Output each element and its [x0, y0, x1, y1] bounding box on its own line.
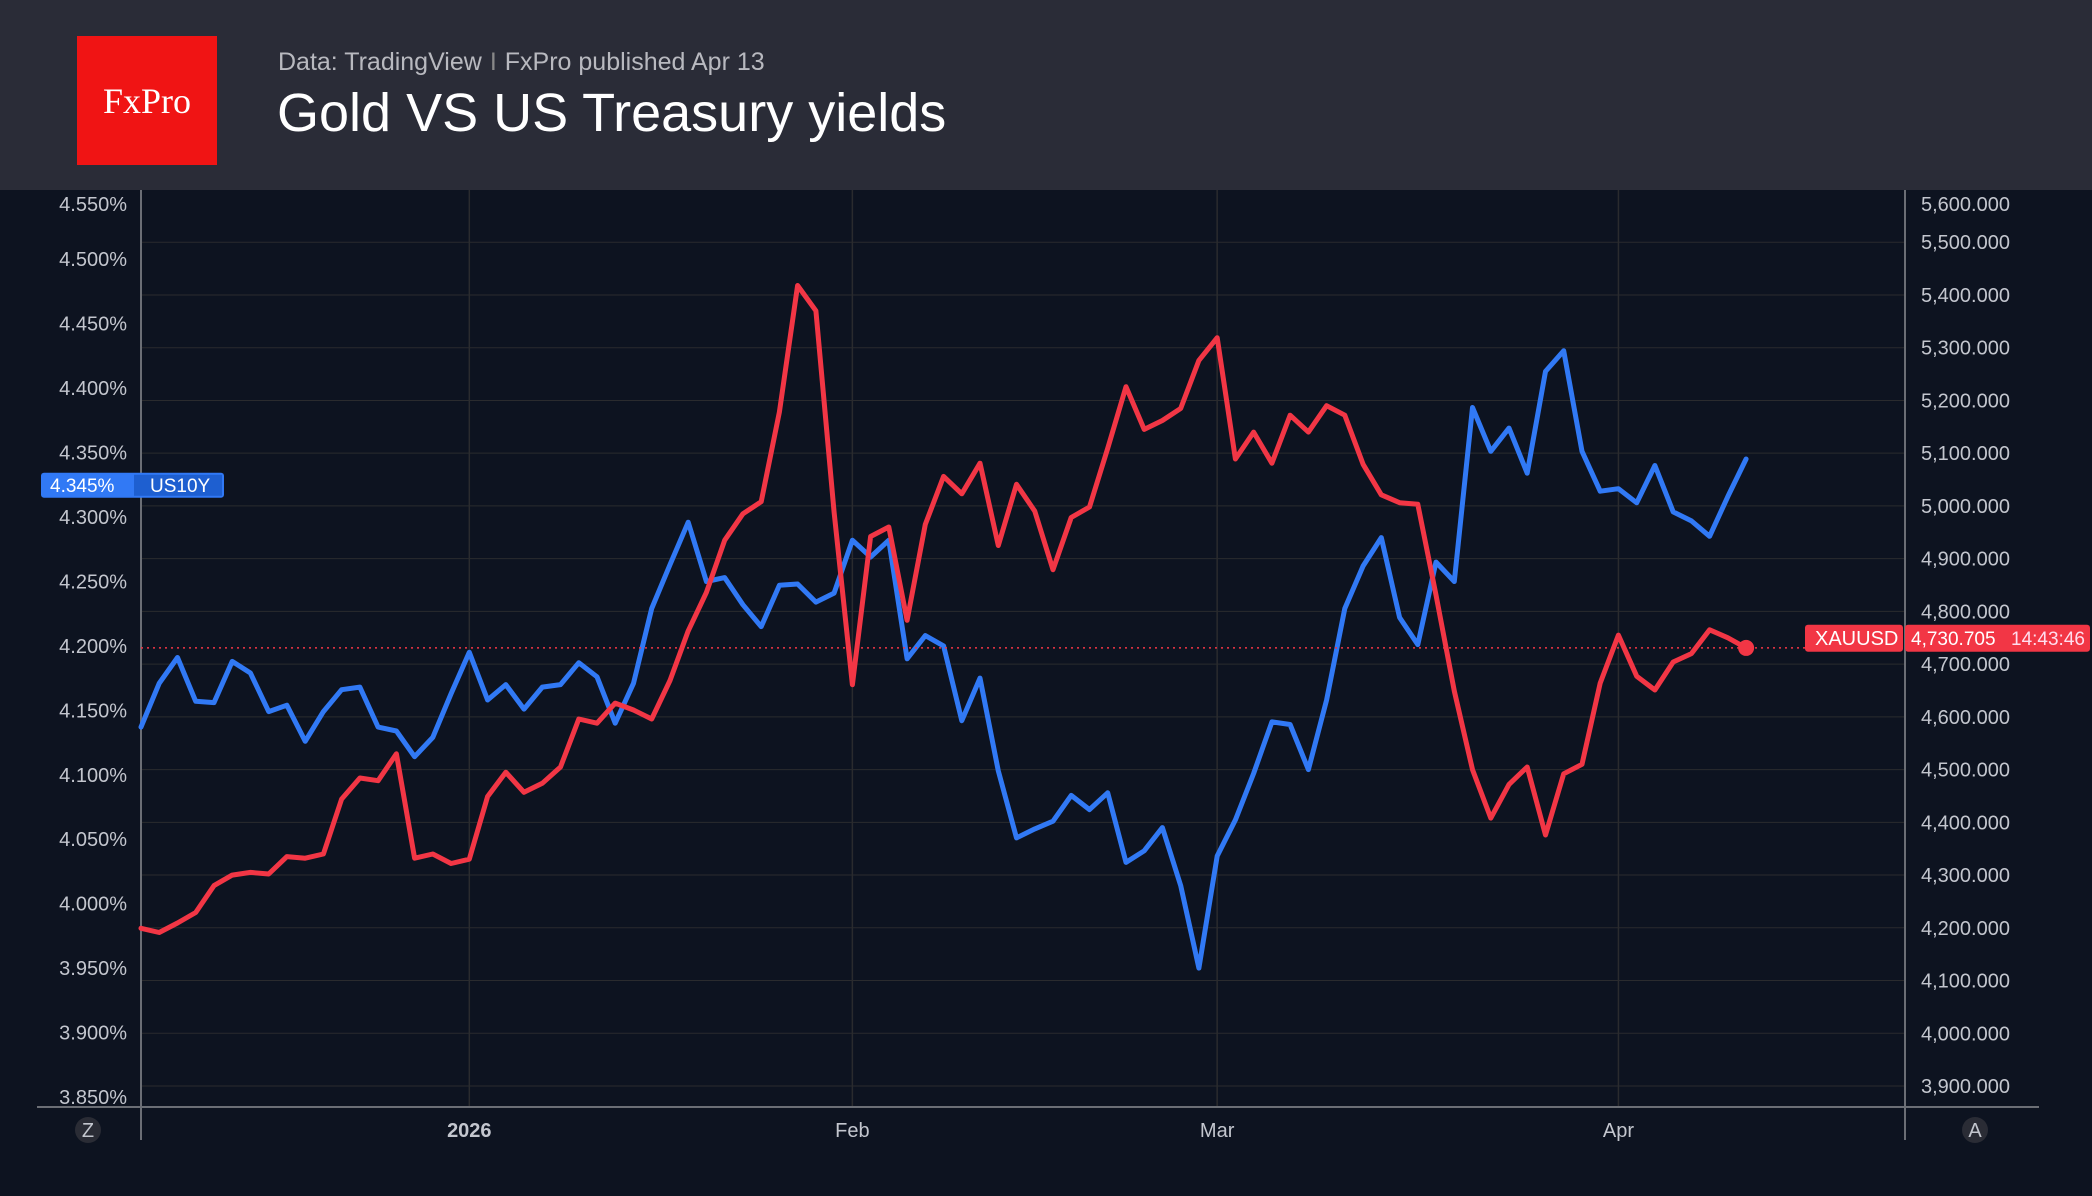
left-axis-tick-label: 4.350%	[59, 443, 127, 465]
us10y-name: US10Y	[150, 476, 211, 497]
left-axis-tick-label: 4.400%	[59, 378, 127, 400]
right-axis-tick-label: 5,600.000	[1921, 194, 2010, 216]
left-axis-tick-label: 4.000%	[59, 894, 127, 916]
right-axis-tick-label: 5,300.000	[1921, 338, 2010, 360]
published-date: FxPro published Apr 13	[504, 48, 765, 76]
right-axis-tick-label: 4,700.000	[1921, 654, 2010, 676]
right-axis-tick-label: 4,100.000	[1921, 971, 2010, 993]
grid	[141, 190, 1905, 1107]
left-axis-tick-label: 3.850%	[59, 1087, 127, 1109]
right-axis-tick-label: 4,600.000	[1921, 707, 2010, 729]
left-axis-tick-label: 4.300%	[59, 507, 127, 529]
left-axis-tick-label: 3.950%	[59, 958, 127, 980]
right-axis-tick-label: 5,100.000	[1921, 443, 2010, 465]
right-axis-tick-label: 5,200.000	[1921, 390, 2010, 412]
right-axis-tick-label: 3,900.000	[1921, 1076, 2010, 1098]
xauusd-name: XAUUSD	[1815, 628, 1898, 650]
separator: I	[489, 48, 497, 76]
axes: 5,600.000 5,500.000 5,400.000 5,300.000 5,20…	[37, 190, 2039, 1143]
left-axis-tick-label: 4.200%	[59, 636, 127, 658]
right-axis-tick-label: 5,500.000	[1921, 232, 2010, 254]
us10y-last-value: 4.345%	[50, 476, 115, 497]
right-axis-tick-label: 4,300.000	[1921, 865, 2010, 887]
left-axis-tick-label: 4.050%	[59, 829, 127, 851]
x-axis-tick-label: Feb	[835, 1120, 869, 1142]
subtitle: Data: TradingView I FxPro published Apr 13	[278, 48, 765, 77]
data-source: Data: TradingView	[278, 48, 482, 76]
xauusd-name-box	[1805, 624, 1903, 652]
left-axis-tick-label: 4.500%	[59, 249, 127, 271]
corner-right-button-label: A	[1968, 1120, 1982, 1142]
right-axis-tick-label: 4,900.000	[1921, 549, 2010, 571]
corner-left-button-label: Z	[82, 1120, 94, 1142]
left-axis-tick-label: 4.250%	[59, 571, 127, 593]
left-axis-tick-label: 4.150%	[59, 700, 127, 722]
series-line-xauusd	[138, 283, 1749, 935]
left-axis-tick-label: 4.450%	[59, 314, 127, 336]
xauusd-price-box	[1905, 624, 2090, 652]
right-axis-tick-label: 4,400.000	[1921, 812, 2010, 834]
series-lines	[138, 283, 1805, 971]
x-axis-tick-label: 2026	[447, 1120, 492, 1142]
right-axis-tick-label: 4,000.000	[1921, 1023, 2010, 1045]
fxpro-logo: FxPro	[77, 36, 217, 165]
right-axis-tick-label: 4,200.000	[1921, 918, 2010, 940]
series-line-us10y	[138, 348, 1749, 971]
price-labels: 4.345% US10Y XAUUSD 4,730.705 14:43:46	[41, 472, 2090, 656]
right-axis-tick-label: 5,000.000	[1921, 496, 2010, 518]
left-axis-tick-label: 3.900%	[59, 1023, 127, 1045]
header: FxPro Data: TradingView I FxPro published …	[0, 0, 2092, 190]
page-title: Gold VS US Treasury yields	[277, 83, 947, 143]
right-axis-tick-label: 4,800.000	[1921, 601, 2010, 623]
corner-left-button[interactable]	[75, 1117, 101, 1143]
xauusd-last-value: 4,730.705	[1911, 629, 1996, 650]
us10y-name-box	[134, 474, 222, 496]
x-axis-tick-label: Mar	[1200, 1120, 1235, 1142]
logo-text: FxPro	[102, 80, 192, 121]
x-axis-tick-label: Apr	[1603, 1120, 1634, 1142]
right-axis-tick-label: 4,500.000	[1921, 760, 2010, 782]
xauusd-last-time: 14:43:46	[2011, 629, 2085, 650]
corner-right-button[interactable]	[1962, 1117, 1988, 1143]
xauusd-last-point	[1738, 639, 1755, 656]
left-axis-tick-label: 4.100%	[59, 765, 127, 787]
left-axis-tick-label: 4.550%	[59, 194, 127, 216]
right-axis-tick-label: 5,400.000	[1921, 285, 2010, 307]
